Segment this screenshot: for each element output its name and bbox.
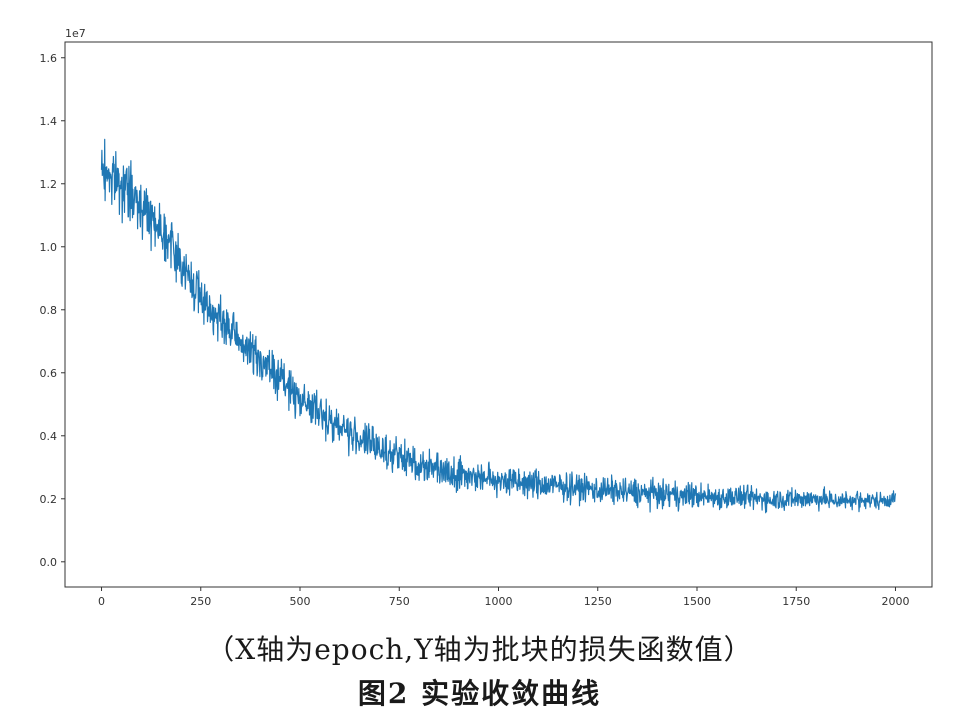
figure-title: 图2 实验收敛曲线 (357, 677, 602, 710)
axis-ticks: 0 250 500 750 1000 1250 1500 1750 2000 0.0 0.2 0.4 0… (40, 52, 910, 608)
x-tick-label: 500 (290, 595, 311, 608)
y-tick-label: 1.4 (40, 115, 58, 128)
x-tick-label: 1500 (683, 595, 711, 608)
x-tick-label: 0 (98, 595, 105, 608)
y-tick-label: 0.8 (40, 304, 58, 317)
offset-text: 1e7 (65, 27, 86, 40)
y-tick-label: 1.6 (40, 52, 58, 65)
y-tick-label: 0.2 (40, 493, 58, 506)
figure-note: （X轴为epoch,Y轴为批块的损失函数值） (206, 633, 753, 666)
y-tick-label: 1.2 (40, 178, 58, 191)
x-tick-label: 2000 (881, 595, 909, 608)
x-tick-label: 1000 (485, 595, 513, 608)
y-tick-label: 0.4 (40, 430, 58, 443)
loss-chart: 0 250 500 750 1000 1250 1500 1750 2000 0.0 0.2 0.4 0… (40, 27, 933, 608)
x-tick-label: 750 (389, 595, 410, 608)
y-tick-label: 0.6 (40, 367, 58, 380)
x-tick-label: 250 (190, 595, 211, 608)
y-tick-label: 1.0 (40, 241, 58, 254)
x-tick-label: 1250 (584, 595, 612, 608)
loss-curve (100, 138, 897, 514)
x-tick-label: 1750 (782, 595, 810, 608)
y-tick-label: 0.0 (40, 556, 58, 569)
